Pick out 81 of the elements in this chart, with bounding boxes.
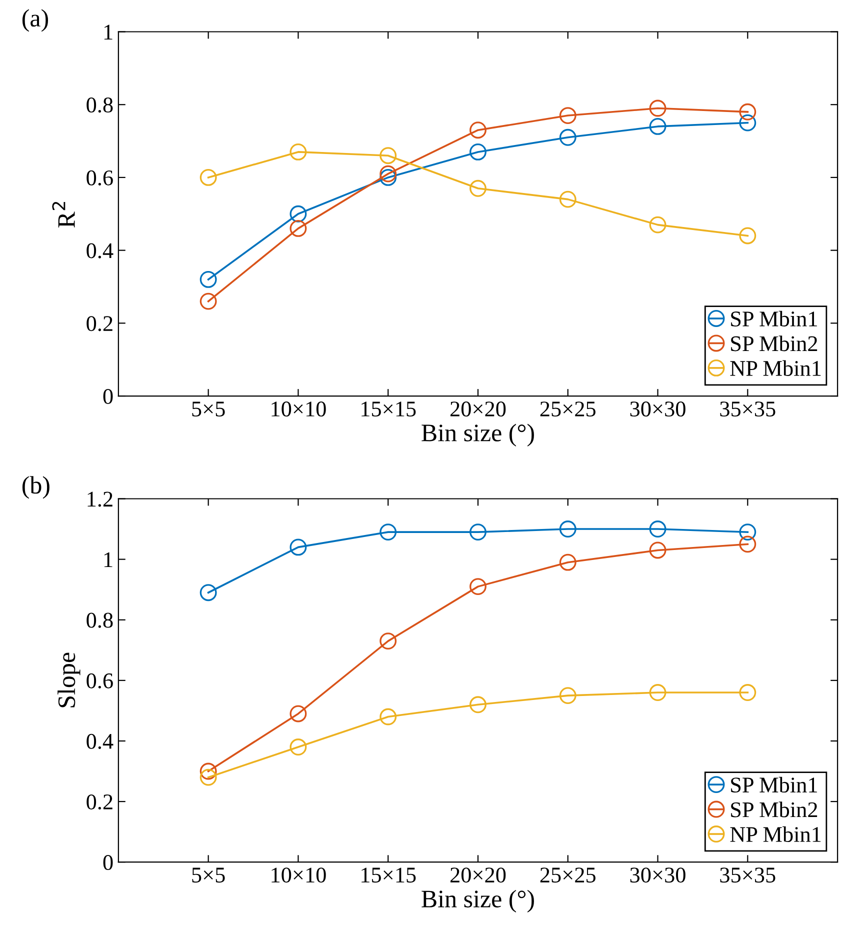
point <box>200 584 217 602</box>
point <box>649 100 666 117</box>
y-tick-label: 0 <box>103 855 113 870</box>
x-tick-label: 35×35 <box>720 402 776 417</box>
point <box>559 107 576 124</box>
x-tick-label: 30×30 <box>630 402 686 417</box>
point <box>380 168 397 186</box>
y-tick-label: 1 <box>104 552 112 568</box>
x-tick-label: 10×10 <box>272 868 326 883</box>
point <box>559 190 576 208</box>
y-tick-label: 1 <box>104 24 112 40</box>
point <box>470 143 486 160</box>
point <box>290 538 307 556</box>
point <box>200 270 217 288</box>
point <box>470 180 486 197</box>
y-tick-label: 0.4 <box>86 243 114 258</box>
legend-label: NP Mbin1 <box>730 360 821 376</box>
y-tick-label: 0.2 <box>86 794 112 810</box>
point <box>470 696 486 714</box>
point <box>649 118 666 135</box>
point <box>290 143 307 160</box>
x-axis-title: Bin size (°) <box>422 424 534 446</box>
y-tick-label: 0.8 <box>86 98 113 113</box>
point <box>559 520 576 538</box>
point <box>649 216 666 234</box>
point <box>380 708 397 726</box>
y-axis-title: R$^{2}$ <box>52 202 75 228</box>
y-tick-label: 0 <box>103 388 113 404</box>
point <box>649 542 666 559</box>
y-tick-label: 0.6 <box>86 170 113 186</box>
point <box>200 768 217 786</box>
point <box>200 762 217 780</box>
chart-title: (b) <box>22 476 50 499</box>
y-tick-label: 0.8 <box>86 612 113 628</box>
y-tick-label: 0.2 <box>86 316 112 332</box>
point <box>739 227 756 244</box>
x-tick-label: 20×20 <box>450 868 506 883</box>
point <box>380 632 397 650</box>
y-tick-label: 1.2 <box>88 492 112 507</box>
point <box>559 687 576 704</box>
legend-label: SP Mbin2 <box>731 802 818 818</box>
point <box>559 128 576 146</box>
x-tick-label: 15×15 <box>362 402 416 417</box>
x-tick-label: 30×30 <box>630 868 686 883</box>
point <box>739 684 756 702</box>
x-tick-label: 20×20 <box>450 402 506 417</box>
point <box>739 536 756 553</box>
point <box>470 122 486 139</box>
point <box>290 205 307 222</box>
x-tick-label: 35×35 <box>720 868 776 883</box>
point <box>739 114 756 132</box>
point <box>649 520 666 538</box>
point <box>380 165 397 182</box>
point <box>290 705 307 722</box>
legend-label: SP Mbin1 <box>731 310 817 326</box>
legend-label: SP Mbin1 <box>731 776 817 793</box>
point <box>200 292 217 310</box>
y-axis-title: Slope <box>58 652 80 708</box>
x-tick-label: 5×5 <box>192 868 225 883</box>
point <box>649 684 666 702</box>
y-tick-label: 0.6 <box>86 673 113 688</box>
y-tick-label: 0.4 <box>86 734 114 749</box>
legend-label: SP Mbin2 <box>731 336 818 352</box>
point <box>290 220 307 237</box>
point <box>559 554 576 571</box>
x-tick-label: 15×15 <box>362 868 416 883</box>
x-tick-label: 10×10 <box>272 402 326 417</box>
point <box>380 147 397 164</box>
point <box>380 524 397 541</box>
point <box>470 578 486 596</box>
point <box>200 168 217 186</box>
point <box>470 524 486 541</box>
x-tick-label: 25×25 <box>540 402 596 417</box>
x-tick-label: 25×25 <box>540 868 596 883</box>
x-tick-label: 5×5 <box>192 402 225 417</box>
point <box>290 738 307 756</box>
point <box>739 524 756 541</box>
x-axis-title: Bin size (°) <box>422 890 534 913</box>
legend-label: NP Mbin1 <box>730 826 821 842</box>
point <box>739 103 756 120</box>
chart-title: (a) <box>22 9 48 32</box>
